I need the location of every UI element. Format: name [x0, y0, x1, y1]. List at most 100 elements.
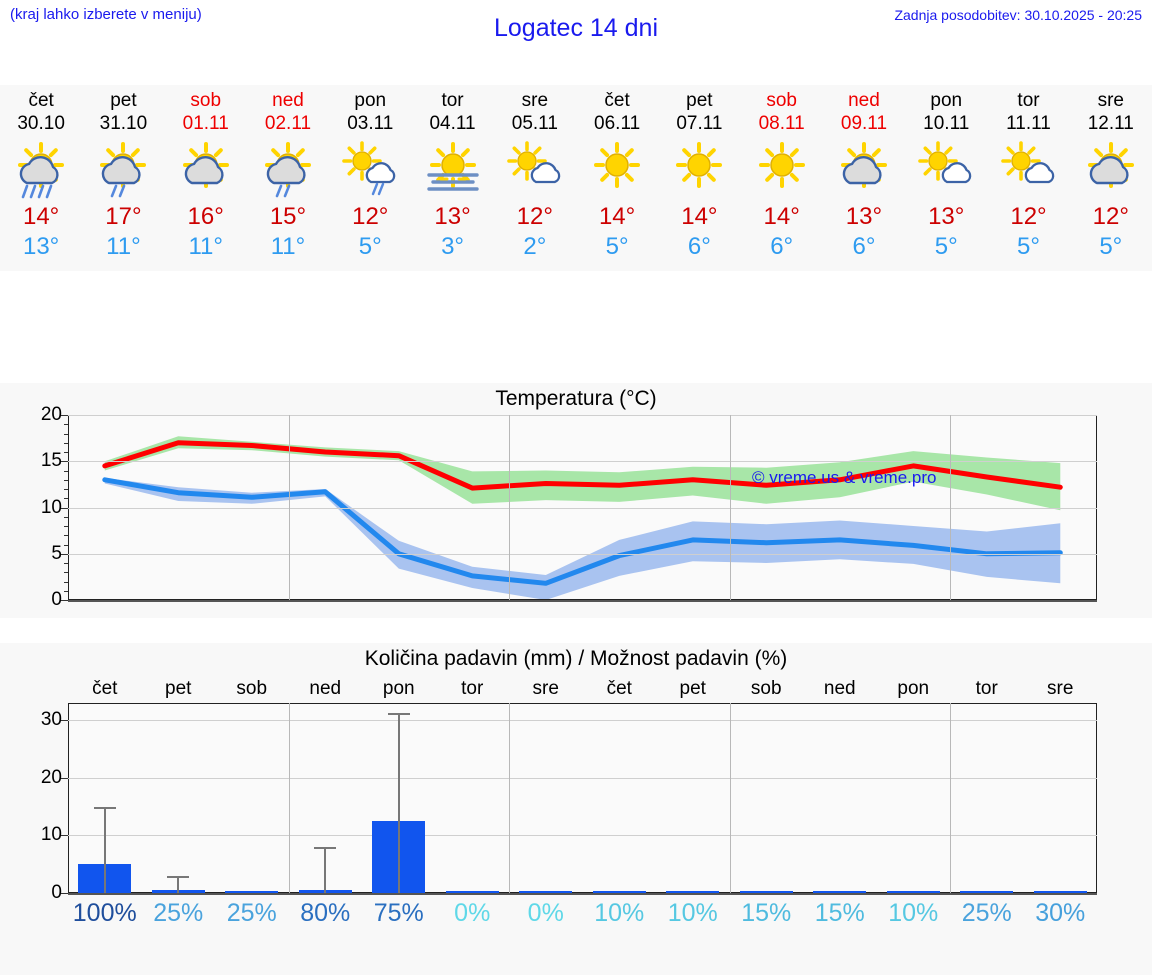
sun-clear-icon	[576, 138, 658, 202]
day-name: čet	[604, 90, 630, 111]
day-card[interactable]: sob 08.11 14° 6°	[741, 85, 823, 271]
day-date: 08.11	[758, 113, 805, 134]
temperature-y-tick-mark	[64, 544, 68, 546]
precipitation-gridline	[68, 893, 1097, 895]
precipitation-chart-panel: Količina padavin (mm) / Možnost padavin …	[0, 643, 1152, 975]
daily-forecast-strip: čet 30.10 14° 13° pet 31.10 17° 11° sob 01.11 16° 1…	[0, 85, 1152, 271]
precipitation-bar	[666, 890, 720, 893]
temperature-y-tick-mark	[61, 415, 68, 416]
temperature-gridline-vertical	[288, 415, 290, 600]
temperature-gridline	[68, 507, 1097, 509]
day-date: 31.10	[99, 113, 148, 134]
temperature-y-tick-mark	[64, 498, 68, 500]
day-date: 07.11	[676, 113, 723, 134]
precipitation-probability-label: 10%	[888, 899, 939, 927]
precipitation-error-bar	[103, 806, 106, 893]
day-name: tor	[441, 90, 464, 111]
precipitation-error-bar	[177, 876, 180, 893]
sun-cloud-rain-icon	[82, 138, 164, 202]
day-card[interactable]: sre 05.11 12° 2°	[494, 85, 576, 271]
day-card[interactable]: čet 30.10 14° 13°	[0, 85, 82, 271]
precipitation-gridline-vertical	[950, 703, 951, 893]
day-card[interactable]: pon 10.11 13° 5°	[905, 85, 987, 271]
day-temp-max: 14°	[681, 203, 718, 230]
day-card[interactable]: pet 31.10 17° 11°	[82, 85, 164, 271]
day-date: 09.11	[840, 113, 888, 134]
temperature-y-tick-mark	[64, 572, 68, 574]
day-temp-min: 11°	[106, 233, 141, 260]
temperature-gridline	[68, 415, 1097, 416]
sun-smallcloud-icon	[905, 138, 987, 202]
precipitation-y-tick-mark	[61, 835, 68, 837]
day-temp-max: 17°	[105, 203, 142, 230]
day-temp-min: 5°	[358, 233, 382, 260]
day-name: pon	[930, 90, 963, 111]
menu-hint[interactable]: (kraj lahko izberete v meniju)	[10, 6, 202, 23]
precipitation-day-label: čet	[92, 678, 118, 699]
precipitation-error-bar	[324, 846, 327, 893]
temperature-chart-panel: Temperatura (°C) 0 5 10 15 20	[0, 383, 1152, 618]
precipitation-probability-label: 100%	[72, 899, 137, 927]
precipitation-chart-title: Količina padavin (mm) / Možnost padavin …	[364, 647, 788, 670]
temperature-chart-title: Temperatura (°C)	[495, 387, 657, 410]
day-card[interactable]: pet 07.11 14° 6°	[658, 85, 740, 271]
day-temp-max: 12°	[1092, 203, 1129, 230]
temperature-gridline-vertical	[729, 415, 731, 600]
day-card[interactable]: sre 12.11 12° 5°	[1070, 85, 1152, 271]
day-name: tor	[1017, 90, 1040, 111]
precipitation-bar	[739, 890, 793, 893]
page-header: (kraj lahko izberete v meniju) Logatec 1…	[0, 0, 1152, 45]
day-temp-min: 6°	[687, 233, 711, 260]
day-date: 02.11	[264, 113, 312, 134]
day-card[interactable]: tor 11.11 12° 5°	[987, 85, 1069, 271]
temperature-y-tick-mark	[64, 470, 68, 472]
sun-cloud-icon	[823, 138, 905, 202]
precipitation-bar	[225, 890, 279, 893]
precipitation-bar	[519, 890, 573, 893]
temperature-y-tick-mark	[61, 507, 68, 509]
day-temp-max: 12°	[352, 203, 389, 230]
precipitation-day-label: pon	[382, 678, 415, 699]
day-name: sob	[190, 90, 222, 111]
precipitation-day-label: pon	[897, 678, 930, 699]
precipitation-gridline-vertical	[729, 703, 731, 893]
day-card[interactable]: pon 03.11 12° 5°	[329, 85, 411, 271]
precipitation-bar	[592, 890, 646, 893]
precipitation-bar	[1033, 890, 1087, 893]
temperature-y-tick-mark	[64, 479, 68, 481]
day-name: sre	[1097, 90, 1124, 111]
precipitation-probability-label: 10%	[667, 899, 718, 927]
temperature-y-tick-mark	[61, 600, 68, 601]
precipitation-probability-label: 25%	[153, 899, 204, 927]
day-date: 11.11	[1006, 113, 1051, 134]
temperature-y-tick-mark	[64, 581, 68, 583]
precipitation-probability-label: 25%	[961, 899, 1012, 927]
watermark-label: © vreme.us & vreme.pro	[752, 468, 937, 487]
precipitation-probability-label: 0%	[527, 899, 564, 927]
sun-clear-icon	[658, 138, 740, 202]
day-temp-max: 16°	[187, 203, 224, 230]
last-update-label: Zadnja posodobitev: 30.10.2025 - 20:25	[894, 7, 1142, 23]
sun-cloud-icon	[165, 138, 247, 202]
precipitation-probability-label: 75%	[373, 899, 424, 927]
precipitation-probability-label: 80%	[300, 899, 351, 927]
temperature-y-tick-mark	[64, 535, 68, 537]
day-card[interactable]: ned 09.11 13° 6°	[823, 85, 905, 271]
day-name: pet	[686, 90, 713, 111]
precipitation-probability-label: 15%	[741, 899, 792, 927]
day-card[interactable]: tor 04.11 13° 3°	[411, 85, 493, 271]
temperature-gridline-vertical	[509, 415, 510, 600]
day-date: 04.11	[429, 113, 476, 134]
day-name: čet	[28, 90, 54, 111]
temperature-y-tick-mark	[64, 590, 68, 592]
sun-fog-icon	[411, 138, 493, 202]
day-card[interactable]: sob 01.11 16° 11°	[165, 85, 247, 271]
day-date: 12.11	[1087, 113, 1134, 134]
precipitation-plot-frame	[68, 703, 1097, 893]
temperature-y-tick-mark	[61, 553, 68, 555]
day-card[interactable]: ned 02.11 15° 11°	[247, 85, 329, 271]
precipitation-bar	[813, 890, 867, 893]
day-temp-min: 5°	[1099, 233, 1123, 260]
day-card[interactable]: čet 06.11 14° 5°	[576, 85, 658, 271]
day-temp-max: 13°	[434, 203, 471, 230]
